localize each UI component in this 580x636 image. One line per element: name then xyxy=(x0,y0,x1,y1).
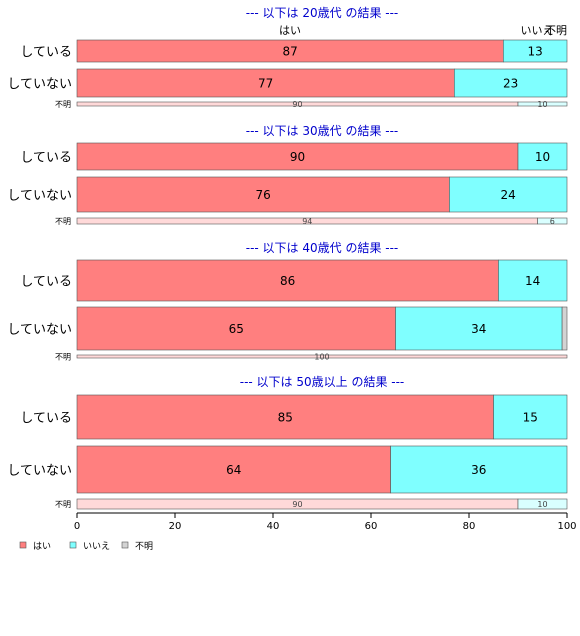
bar-segment xyxy=(76,259,499,302)
bar-segment xyxy=(76,394,494,440)
bar-segment xyxy=(395,306,563,351)
top-series-label: いいえ xyxy=(521,24,554,37)
row-label: していない xyxy=(7,77,72,92)
x-tick-label: 40 xyxy=(267,521,280,532)
row-label: している xyxy=(20,411,72,426)
bar-value-label: 94 xyxy=(302,217,312,226)
legend-swatch xyxy=(121,541,129,549)
bar-value-label: 90 xyxy=(292,500,302,509)
bar-value-label: 15 xyxy=(523,411,538,425)
row-label: している xyxy=(20,45,72,60)
bar-segment xyxy=(76,445,391,494)
bar-value-label: 100 xyxy=(314,353,329,362)
row-label: していない xyxy=(7,189,72,204)
bar-segment xyxy=(517,142,568,171)
legend-swatch xyxy=(69,541,77,549)
bar-value-label: 87 xyxy=(283,45,298,59)
bar-value-label: 85 xyxy=(278,411,293,425)
group-title: --- 以下は 20歳代 の結果 --- xyxy=(246,6,399,20)
legend-label: 不明 xyxy=(135,541,153,552)
x-tick-label: 20 xyxy=(169,521,182,532)
bar-value-label: 77 xyxy=(258,77,273,91)
bar-segment xyxy=(449,176,568,213)
bar-segment xyxy=(76,306,396,351)
bar-value-label: 65 xyxy=(229,322,244,336)
legend-label: はい xyxy=(33,541,51,552)
row-label: している xyxy=(20,151,72,166)
row-label: している xyxy=(20,275,72,290)
bar-value-label: 23 xyxy=(503,77,518,91)
bar-value-label: 10 xyxy=(535,150,550,164)
bar-segment xyxy=(502,39,568,63)
bar-value-label: 64 xyxy=(226,463,241,477)
bar-value-label: 90 xyxy=(292,100,302,109)
row-label: 不明 xyxy=(55,500,71,509)
bar-value-label: 86 xyxy=(280,274,295,288)
row-label: 不明 xyxy=(55,217,71,226)
row-label: 不明 xyxy=(55,353,71,362)
bar-segment xyxy=(517,498,568,510)
bar-segment xyxy=(493,394,568,440)
bar-segment xyxy=(537,217,568,225)
bar-value-label: 36 xyxy=(471,463,486,477)
bar-value-label: 10 xyxy=(537,100,547,109)
bar-segment xyxy=(76,142,519,171)
bar-value-label: 14 xyxy=(525,274,540,288)
bar-segment xyxy=(453,68,568,98)
top-series-label: はい xyxy=(279,24,301,37)
row-label: していない xyxy=(7,464,72,479)
x-tick-label: 60 xyxy=(365,521,378,532)
bar-value-label: 13 xyxy=(528,45,543,59)
top-series-label: 不明 xyxy=(545,24,567,37)
row-label: 不明 xyxy=(55,100,71,109)
group-title: --- 以下は 30歳代 の結果 --- xyxy=(246,124,399,138)
x-tick-label: 100 xyxy=(557,521,576,532)
bar-segment xyxy=(76,354,568,359)
legend-label: いいえ xyxy=(83,541,110,552)
bar-value-label: 76 xyxy=(256,188,271,202)
group-title: --- 以下は 50歳以上 の結果 --- xyxy=(240,375,405,389)
bar-segment xyxy=(517,101,568,107)
legend-swatch xyxy=(19,541,27,549)
x-tick-label: 0 xyxy=(74,521,80,532)
bar-segment xyxy=(561,306,568,351)
bar-value-label: 90 xyxy=(290,150,305,164)
bar-segment xyxy=(498,259,568,302)
row-label: していない xyxy=(7,323,72,338)
bar-segment xyxy=(76,176,450,213)
group-title: --- 以下は 40歳代 の結果 --- xyxy=(246,241,399,255)
x-tick-label: 80 xyxy=(463,521,476,532)
bar-value-label: 24 xyxy=(501,188,516,202)
bar-value-label: 10 xyxy=(537,500,547,509)
bar-value-label: 34 xyxy=(471,322,486,336)
bar-value-label: 6 xyxy=(550,217,555,226)
bar-segment xyxy=(390,445,568,494)
